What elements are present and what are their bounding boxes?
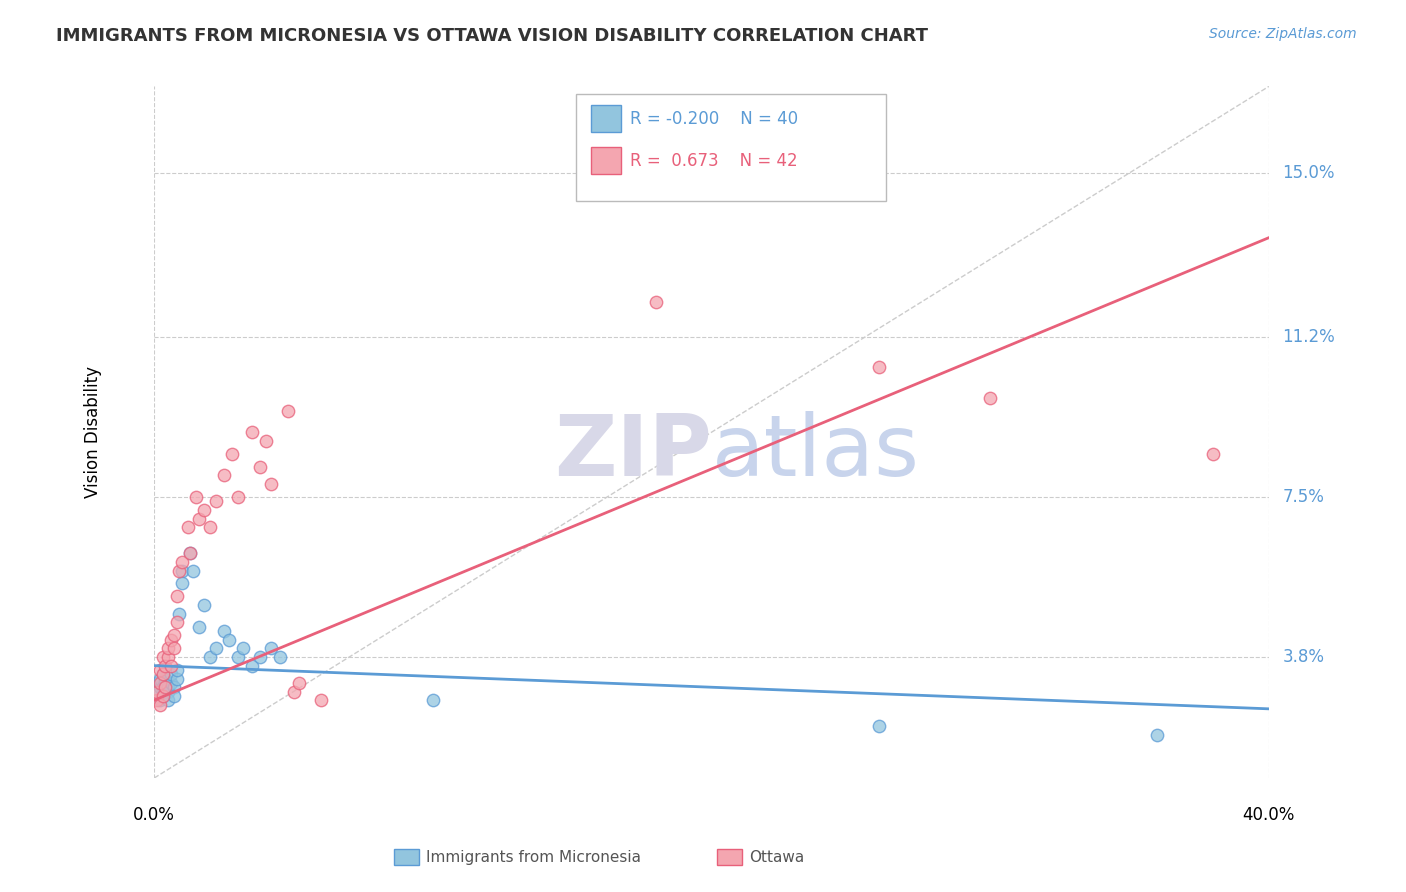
Point — [198, 520, 221, 534]
Point — [160, 632, 183, 647]
Point — [269, 650, 291, 665]
Text: 11.2%: 11.2% — [1282, 328, 1336, 346]
Point — [249, 650, 271, 665]
Point — [157, 641, 180, 656]
Point — [146, 676, 169, 690]
Point — [240, 658, 263, 673]
Point — [254, 434, 277, 448]
Point — [212, 468, 235, 483]
Text: 15.0%: 15.0% — [1282, 164, 1334, 182]
Point — [169, 564, 191, 578]
Point — [155, 684, 177, 698]
Point — [157, 684, 180, 698]
Point — [422, 693, 444, 707]
Point — [160, 676, 183, 690]
Point — [163, 689, 186, 703]
Point — [146, 684, 169, 698]
Point — [198, 650, 221, 665]
Point — [868, 360, 890, 375]
Point — [149, 680, 172, 694]
Point — [157, 680, 180, 694]
Point — [979, 391, 1001, 405]
Point — [644, 295, 666, 310]
Point — [212, 624, 235, 638]
Point — [868, 719, 890, 733]
Point — [226, 650, 249, 665]
Point — [149, 698, 172, 712]
Point — [260, 641, 283, 656]
Point — [181, 564, 204, 578]
Point — [193, 598, 215, 612]
Point — [166, 615, 188, 630]
Point — [155, 658, 177, 673]
Point — [184, 490, 207, 504]
Text: 7.5%: 7.5% — [1282, 488, 1324, 506]
Point — [172, 555, 194, 569]
Point — [218, 632, 240, 647]
Point — [1202, 447, 1225, 461]
Point — [193, 503, 215, 517]
Text: Ottawa: Ottawa — [749, 850, 804, 864]
Point — [277, 403, 299, 417]
Text: Immigrants from Micronesia: Immigrants from Micronesia — [426, 850, 641, 864]
Point — [146, 684, 169, 698]
Point — [152, 650, 174, 665]
Text: R =  0.673    N = 42: R = 0.673 N = 42 — [630, 152, 797, 169]
Point — [152, 667, 174, 681]
Text: R = -0.200    N = 40: R = -0.200 N = 40 — [630, 110, 799, 128]
Point — [149, 676, 172, 690]
Text: atlas: atlas — [711, 411, 920, 494]
Point — [176, 520, 198, 534]
Point — [249, 459, 271, 474]
Text: ZIP: ZIP — [554, 411, 711, 494]
Point — [169, 607, 191, 621]
Point — [157, 693, 180, 707]
Point — [166, 590, 188, 604]
Point — [146, 693, 169, 707]
Point — [166, 672, 188, 686]
Point — [179, 546, 201, 560]
Point — [1146, 728, 1168, 742]
Point — [152, 667, 174, 681]
Point — [240, 425, 263, 440]
Point — [172, 576, 194, 591]
Point — [157, 650, 180, 665]
Point — [155, 676, 177, 690]
Point — [149, 663, 172, 677]
Point — [160, 658, 183, 673]
Point — [204, 494, 226, 508]
Point — [232, 641, 254, 656]
Text: Source: ZipAtlas.com: Source: ZipAtlas.com — [1209, 27, 1357, 41]
Text: 0.0%: 0.0% — [134, 805, 176, 823]
Text: 3.8%: 3.8% — [1282, 648, 1324, 666]
Point — [283, 684, 305, 698]
Text: Vision Disability: Vision Disability — [84, 367, 101, 499]
Text: 40.0%: 40.0% — [1243, 805, 1295, 823]
Point — [163, 641, 186, 656]
Point — [163, 628, 186, 642]
Point — [179, 546, 201, 560]
Point — [152, 689, 174, 703]
Point — [288, 676, 311, 690]
Point — [152, 689, 174, 703]
Point — [311, 693, 333, 707]
Point — [260, 477, 283, 491]
Point — [226, 490, 249, 504]
Point — [152, 680, 174, 694]
Point — [166, 663, 188, 677]
Point — [187, 511, 209, 525]
Point — [149, 672, 172, 686]
Point — [149, 693, 172, 707]
Point — [204, 641, 226, 656]
Point — [221, 447, 243, 461]
Point — [155, 680, 177, 694]
Text: IMMIGRANTS FROM MICRONESIA VS OTTAWA VISION DISABILITY CORRELATION CHART: IMMIGRANTS FROM MICRONESIA VS OTTAWA VIS… — [56, 27, 928, 45]
Point — [172, 564, 194, 578]
Point — [187, 620, 209, 634]
Point — [155, 672, 177, 686]
Point — [160, 667, 183, 681]
Point — [163, 680, 186, 694]
